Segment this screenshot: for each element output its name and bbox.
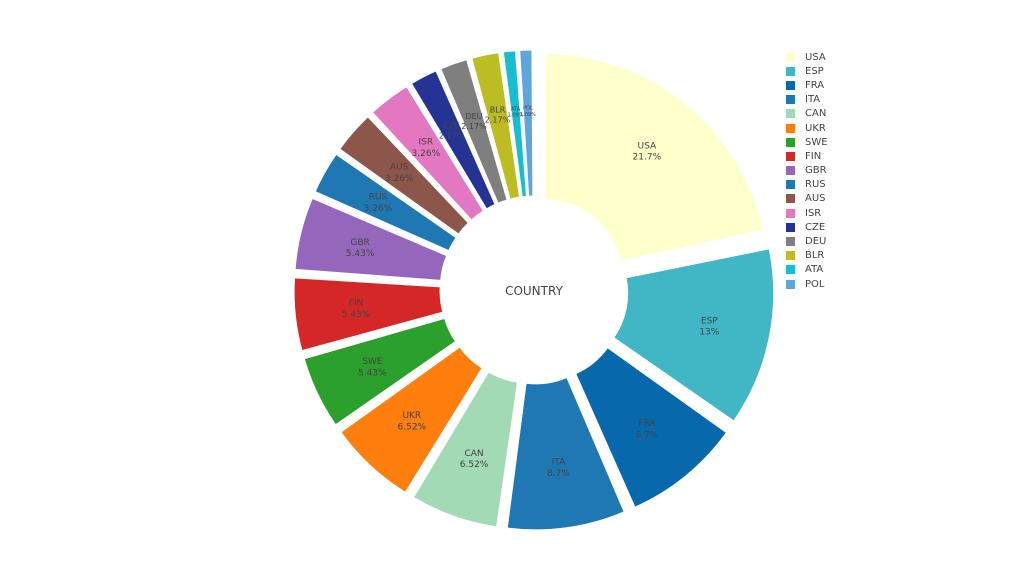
legend-label: CAN — [805, 108, 827, 120]
legend-item-fin[interactable]: FIN — [780, 149, 900, 163]
slice-label-usa: USA 21.7% — [633, 141, 662, 162]
legend-swatch — [786, 279, 795, 289]
legend-swatch — [786, 137, 795, 147]
slice-label-cze: CZE 2.17% — [439, 122, 465, 141]
slice-label-ita: ITA 8.7% — [547, 458, 570, 479]
legend-item-gbr[interactable]: GBR — [780, 164, 900, 178]
legend-swatch — [786, 95, 795, 105]
slice-gbr[interactable] — [294, 197, 448, 281]
legend-item-deu[interactable]: DEU — [780, 234, 900, 248]
center-label: COUNTRY — [505, 284, 563, 298]
slice-label-ukr: UKR 6.52% — [398, 411, 427, 432]
legend-swatch — [786, 80, 795, 90]
slice-label-rus: RUS 3.26% — [364, 193, 393, 214]
legend-item-swe[interactable]: SWE — [780, 135, 900, 149]
slice-aus[interactable] — [339, 116, 470, 235]
slice-esp[interactable] — [613, 248, 775, 422]
legend-label: USA — [805, 51, 826, 63]
slice-label-can: CAN 6.52% — [460, 449, 489, 470]
legend-label: GBR — [805, 165, 827, 177]
legend-item-pol[interactable]: POL — [780, 277, 900, 291]
legend-label: AUS — [805, 193, 826, 205]
slice-label-fin: FIN 5.43% — [342, 299, 371, 320]
legend-label: BLR — [805, 250, 825, 262]
legend-swatch — [786, 180, 795, 190]
legend-swatch — [786, 166, 795, 176]
slice-fra[interactable] — [575, 347, 728, 508]
legend-label: ATA — [805, 264, 824, 276]
legend-label: FIN — [805, 150, 822, 162]
slice-label-esp: ESP 13% — [699, 316, 719, 337]
legend-label: SWE — [805, 136, 828, 148]
legend-item-fra[interactable]: FRA — [780, 78, 900, 92]
legend-swatch — [786, 222, 795, 232]
slice-ukr[interactable] — [340, 346, 483, 493]
legend-label: ITA — [805, 94, 821, 106]
slice-deu[interactable] — [440, 59, 508, 204]
legend-item-usa[interactable]: USA — [780, 50, 900, 64]
legend-swatch — [786, 208, 795, 218]
slice-isr[interactable] — [371, 85, 485, 221]
slice-label-fra: FRA 8.7% — [636, 419, 659, 440]
legend-swatch — [786, 52, 795, 62]
slice-label-ata: ATA 1.09% — [508, 106, 524, 118]
legend-swatch — [786, 123, 795, 133]
legend-swatch — [786, 151, 795, 161]
legend-swatch — [786, 109, 795, 119]
legend-item-isr[interactable]: ISR — [780, 206, 900, 220]
legend-swatch — [786, 265, 795, 275]
slice-pol[interactable] — [519, 49, 534, 197]
legend-item-can[interactable]: CAN — [780, 107, 900, 121]
legend-label: RUS — [805, 179, 826, 191]
legend-item-rus[interactable]: RUS — [780, 178, 900, 192]
legend-label: FRA — [805, 79, 825, 91]
legend-item-aus[interactable]: AUS — [780, 192, 900, 206]
legend-swatch — [786, 194, 795, 204]
legend-item-ata[interactable]: ATA — [780, 263, 900, 277]
slice-blr[interactable] — [471, 52, 521, 200]
slice-label-gbr: GBR 5.43% — [346, 238, 375, 259]
slice-cze[interactable] — [410, 70, 496, 210]
legend-item-ita[interactable]: ITA — [780, 93, 900, 107]
slice-can[interactable] — [412, 371, 519, 528]
legend: USA ESP FRA ITA CAN UKR SWE FIN GBR RUS AUS ISR CZE D… — [780, 50, 900, 291]
legend-label: UKR — [805, 122, 826, 134]
legend-item-esp[interactable]: ESP — [780, 64, 900, 78]
legend-item-blr[interactable]: BLR — [780, 249, 900, 263]
slice-rus[interactable] — [314, 153, 457, 252]
legend-label: ESP — [805, 65, 824, 77]
slice-ita[interactable] — [506, 376, 625, 531]
slice-fin[interactable] — [293, 277, 444, 352]
legend-item-ukr[interactable]: UKR — [780, 121, 900, 135]
legend-label: DEU — [805, 236, 827, 248]
slice-label-deu: DEU 2.17% — [461, 112, 487, 131]
slice-label-swe: SWE 5.43% — [358, 357, 387, 378]
legend-label: ISR — [805, 207, 822, 219]
legend-item-cze[interactable]: CZE — [780, 220, 900, 234]
legend-swatch — [786, 66, 795, 76]
slice-label-isr: ISR 3.26% — [412, 138, 441, 159]
slice-ata[interactable] — [502, 50, 528, 198]
legend-swatch — [786, 237, 795, 247]
slice-label-pol: POL 1.09% — [520, 106, 536, 118]
slice-usa[interactable] — [544, 53, 764, 262]
legend-label: CZE — [805, 221, 826, 233]
slice-swe[interactable] — [303, 317, 457, 426]
slice-label-aus: AUS 3.26% — [385, 163, 414, 184]
slice-label-blr: BLR 2.17% — [485, 105, 511, 124]
legend-label: POL — [805, 278, 825, 290]
legend-swatch — [786, 251, 795, 261]
